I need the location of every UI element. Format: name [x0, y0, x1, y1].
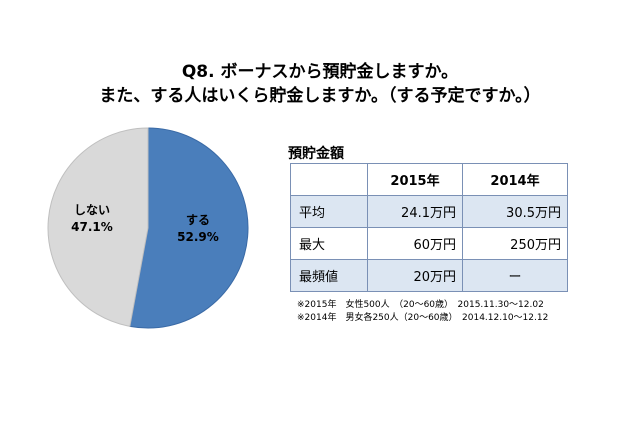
chart-title-line1: Q8. ボーナスから預貯金しますか。 [181, 62, 459, 82]
row-label-max: 最大 [290, 227, 368, 260]
table-row-mode: 最頻値 20万円 ー [290, 259, 568, 292]
pie-label-suru-value: 52.9% [177, 230, 219, 244]
cell-max-2014: 250万円 [462, 227, 568, 260]
cell-mode-2015: 20万円 [367, 259, 463, 292]
pie-chart [47, 127, 249, 329]
table-header-2014: 2014年 [462, 163, 568, 196]
table-row-max: 最大 60万円 250万円 [290, 227, 568, 260]
pie-label-shinai: しない 47.1% [62, 202, 122, 236]
pie-slice-shinai [47, 127, 149, 327]
cell-max-2015: 60万円 [367, 227, 463, 260]
cell-average-2015: 24.1万円 [367, 195, 463, 228]
table-header-2015: 2015年 [367, 163, 463, 196]
pie-label-suru: する 52.9% [168, 212, 228, 246]
cell-mode-2014: ー [462, 259, 568, 292]
table-header-empty [290, 163, 368, 196]
chart-title-line2: また、する人はいくら貯金しますか。（する予定ですか。） [99, 86, 541, 106]
cell-average-2014: 30.5万円 [462, 195, 568, 228]
row-label-mode: 最頻値 [290, 259, 368, 292]
pie-label-shinai-name: しない [73, 203, 110, 217]
note-2015-sample: ※2015年 女性500人 （20～60歳） 2015.11.30～12.02 [297, 300, 544, 310]
note-2014-sample: ※2014年 男女各250人（20～60歳） 2014.12.10～12.12 [297, 313, 549, 323]
pie-label-shinai-value: 47.1% [71, 220, 113, 234]
row-label-average: 平均 [290, 195, 368, 228]
savings-table: 2015年 2014年 平均 24.1万円 30.5万円 最大 60万円 250… [290, 163, 568, 292]
table-header-row: 2015年 2014年 [290, 163, 568, 196]
pie-slice-suru [129, 127, 249, 329]
table-row-average: 平均 24.1万円 30.5万円 [290, 195, 568, 228]
table-title: 預貯金額 [288, 146, 344, 162]
pie-label-suru-name: する [185, 213, 210, 227]
